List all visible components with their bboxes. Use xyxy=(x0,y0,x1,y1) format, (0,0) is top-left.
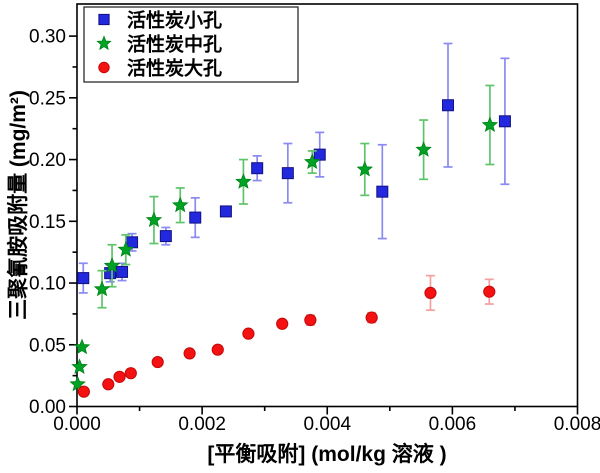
square-marker xyxy=(251,162,264,175)
y-tick-label-0.05: 0.05 xyxy=(29,335,66,356)
circle-marker xyxy=(276,317,289,330)
circle-marker xyxy=(424,286,437,300)
square-marker xyxy=(116,265,129,278)
star-marker xyxy=(71,358,88,375)
x-tick-label-0.006: 0.006 xyxy=(429,414,477,435)
circle-marker xyxy=(102,378,115,391)
series-mid-pore xyxy=(69,84,499,392)
star-marker xyxy=(96,35,112,51)
x-axis-title: [平衡吸附] (mol/kg 溶液 ) xyxy=(207,442,446,466)
square-marker xyxy=(219,205,232,218)
circle-marker xyxy=(304,313,317,327)
circle-marker xyxy=(151,355,164,369)
square-marker xyxy=(189,211,202,224)
circle-marker xyxy=(98,61,110,74)
y-tick-label-0.00: 0.00 xyxy=(29,397,66,418)
square-marker xyxy=(498,115,511,128)
star-marker xyxy=(415,141,432,157)
plot-area xyxy=(76,3,579,408)
series-large-pore xyxy=(77,274,496,398)
circle-marker xyxy=(113,370,126,383)
star-marker xyxy=(117,241,135,257)
square-marker xyxy=(159,230,172,243)
square-marker xyxy=(441,99,454,112)
y-axis-title: 三聚氰胺吸附量 (mg/m²) xyxy=(6,90,30,320)
star-marker xyxy=(356,160,374,177)
x-tick-label-0.000: 0.000 xyxy=(53,414,101,435)
x-tick-label-0.008: 0.008 xyxy=(554,414,600,435)
circle-marker xyxy=(483,285,496,298)
legend-label-small-pore: 活性炭小孔 xyxy=(127,9,222,32)
circle-marker xyxy=(124,367,137,380)
square-marker xyxy=(313,148,326,161)
circle-marker xyxy=(365,311,378,324)
x-tick-label-0.002: 0.002 xyxy=(178,414,226,435)
legend-item-small-pore: 活性炭小孔 xyxy=(98,9,222,32)
legend-item-mid-pore: 活性炭中孔 xyxy=(96,33,222,56)
star-marker xyxy=(103,257,121,273)
star-marker xyxy=(93,280,111,297)
square-marker xyxy=(376,185,389,198)
y-tick-label-0.15: 0.15 xyxy=(29,212,66,233)
y-tick-label-0.10: 0.10 xyxy=(29,274,66,295)
legend-box xyxy=(83,6,299,83)
star-marker xyxy=(145,211,163,228)
legend-label-mid-pore: 活性炭中孔 xyxy=(127,33,222,56)
square-marker xyxy=(98,13,110,26)
star-marker xyxy=(171,196,189,213)
square-marker xyxy=(281,167,294,180)
y-axis-ticks xyxy=(69,35,77,408)
circle-marker xyxy=(211,343,224,356)
y-tick-label-0.20: 0.20 xyxy=(29,150,66,171)
legend-label-large-pore: 活性炭大孔 xyxy=(127,57,222,80)
circle-marker xyxy=(77,385,90,398)
circle-marker xyxy=(183,347,196,360)
y-tick-label-0.25: 0.25 xyxy=(29,88,66,109)
y-tick-label-0.30: 0.30 xyxy=(29,27,66,48)
circle-marker xyxy=(242,327,255,340)
star-marker xyxy=(303,153,321,170)
square-marker xyxy=(126,236,139,249)
star-marker xyxy=(73,338,91,355)
star-marker xyxy=(69,375,86,392)
x-tick-label-0.004: 0.004 xyxy=(303,414,351,435)
square-marker xyxy=(77,272,90,285)
legend-item-large-pore: 活性炭大孔 xyxy=(98,57,222,80)
star-marker xyxy=(235,173,252,189)
star-marker xyxy=(481,116,499,133)
series-small-pore xyxy=(77,42,511,294)
